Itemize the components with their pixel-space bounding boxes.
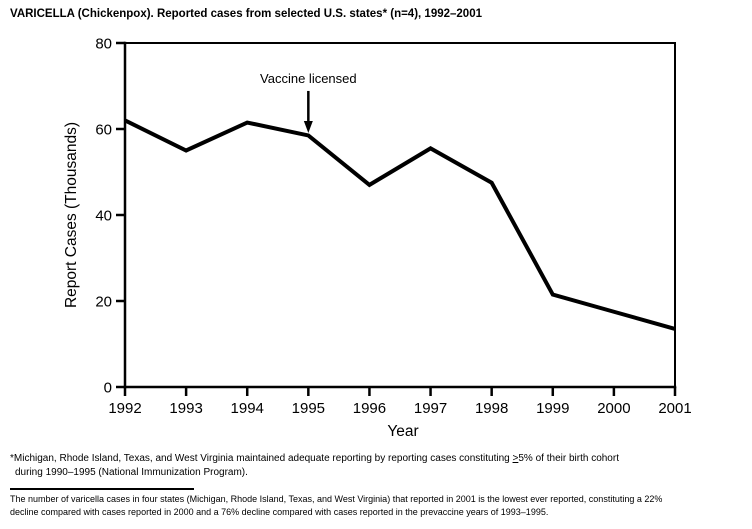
- y-tick-label: 40: [95, 208, 112, 225]
- footnote-birth-cohort: *Michigan, Rhode Island, Texas, and West…: [10, 452, 748, 479]
- geq-symbol: >: [512, 453, 519, 464]
- footnote2-line-2: decline compared with cases reported in …: [10, 506, 549, 517]
- x-tick-label: 1994: [231, 400, 264, 417]
- chart-title: VARICELLA (Chickenpox). Reported cases f…: [10, 8, 482, 20]
- annotation-vaccine-licensed: Vaccine licensed: [260, 70, 357, 86]
- x-tick-label: 1999: [536, 400, 569, 417]
- x-tick-label: 1992: [108, 400, 141, 417]
- footnote-decline-summary: The number of varicella cases in four st…: [10, 493, 748, 518]
- x-tick-label: 1993: [169, 400, 202, 417]
- x-tick-label: 1998: [475, 400, 508, 417]
- y-axis-label: Report Cases (Thousands): [63, 121, 80, 309]
- annotation-arrow-head: [303, 120, 313, 133]
- x-tick-label: 1995: [292, 400, 325, 417]
- footnote-line-1: *Michigan, Rhode Island, Texas, and West…: [10, 453, 619, 464]
- x-tick-label: 1997: [414, 400, 447, 417]
- footnote-line-2: during 1990–1995 (National Immunization …: [15, 466, 248, 478]
- line-chart-canvas: 0 20 40 60 80 1992 1993 1994 1995 1996 1997 1998 199…: [95, 36, 691, 418]
- x-tick-label: 2000: [597, 400, 630, 417]
- y-tick-label: 20: [95, 294, 112, 311]
- x-axis-label: Year: [387, 423, 419, 440]
- footnote-divider-rule: [10, 488, 194, 490]
- x-tick-label: 1996: [353, 400, 386, 417]
- footnote2-line-1: The number of varicella cases in four st…: [10, 494, 663, 504]
- chart-area: 0 20 40 60 80 1992 1993 1994 1995 1996 1997 1998 199…: [63, 36, 692, 441]
- data-line-varicella-cases: [124, 118, 676, 331]
- y-tick-label: 0: [104, 380, 112, 397]
- x-tick-label: 2001: [658, 400, 691, 417]
- y-tick-label: 80: [95, 36, 112, 53]
- y-tick-label: 60: [95, 122, 112, 139]
